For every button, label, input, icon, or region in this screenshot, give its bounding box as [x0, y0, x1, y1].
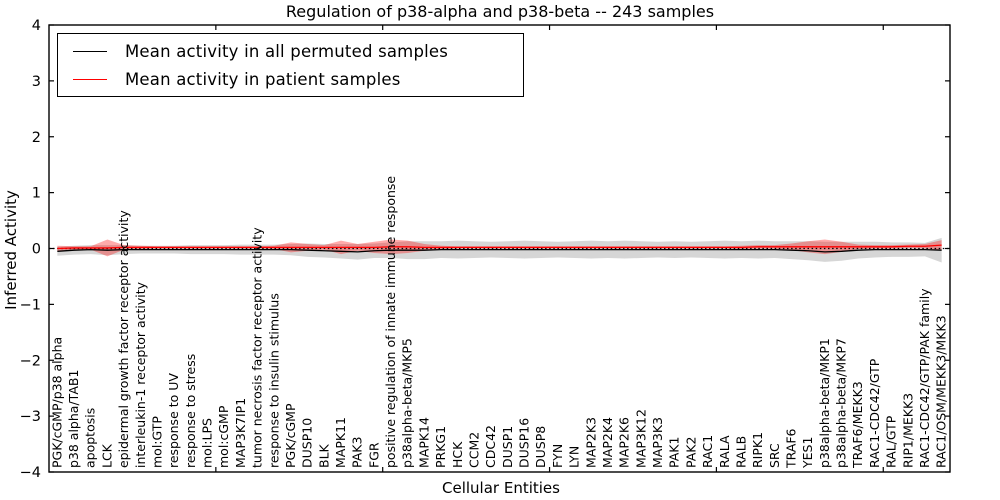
x-tick-label: MAP2K6 — [617, 417, 632, 468]
x-tick-label: interleukin-1 receptor activity — [133, 281, 148, 468]
x-tick-label: mol:cGMP — [216, 405, 231, 468]
x-tick-label: MAP2K3 — [583, 417, 598, 468]
y-tick-label: −1 — [20, 297, 41, 313]
x-tick-label: PAK3 — [350, 437, 365, 468]
permuted-line-swatch — [73, 50, 107, 52]
x-tick-label: mol:GTP — [149, 416, 164, 468]
y-tick-label: 4 — [32, 18, 41, 34]
x-tick-label: p38alpha-beta/MKP1 — [817, 338, 832, 468]
x-tick-label: FGR — [366, 442, 381, 468]
x-tick-label: response to stress — [183, 354, 198, 468]
x-tick-label: MAP3K7IP1 — [233, 398, 248, 468]
x-tick-label: TRAF6/MEKK3 — [850, 381, 865, 469]
x-tick-label: RAC1-CDC42/GTP/PAK family — [917, 288, 932, 468]
x-tick-label: PAK1 — [667, 437, 682, 468]
y-tick-label: −2 — [20, 353, 41, 369]
x-tick-label: HCK — [450, 441, 465, 468]
y-tick-label: 3 — [32, 74, 41, 90]
x-tick-label: p38alpha-beta/MKP7 — [834, 338, 849, 468]
x-tick-label: RAC1 — [700, 435, 715, 468]
permuted-mean-line — [57, 248, 942, 253]
x-tick-label: RALA — [717, 435, 732, 468]
x-tick-label: PRKG1 — [433, 426, 448, 468]
x-tick-label: RAC1-CDC42/GTP — [867, 358, 882, 468]
x-tick-label: tumor necrosis factor receptor activity — [250, 227, 265, 468]
x-tick-label: BLK — [316, 443, 331, 468]
x-tick-label: positive regulation of innate immune res… — [383, 176, 398, 468]
x-tick-label: FYN — [550, 444, 565, 468]
x-tick-label: MAP2K4 — [600, 417, 615, 468]
x-tick-label: DUSP8 — [533, 426, 548, 468]
x-tick-label: MAPK14 — [416, 417, 431, 468]
y-tick-label: −4 — [20, 465, 41, 481]
legend: Mean activity in all permuted samples Me… — [57, 33, 524, 97]
x-tick-label: PGK/cGMP/p38 alpha — [49, 337, 64, 468]
y-tick-label: 2 — [32, 130, 41, 146]
x-tick-label: CCM2 — [466, 432, 481, 468]
x-tick-label: LCK — [99, 443, 114, 468]
y-tick-label: 0 — [32, 242, 41, 258]
legend-entry-permuted: Mean activity in all permuted samples — [58, 38, 523, 64]
chart-title: Regulation of p38-alpha and p38-beta -- … — [285, 2, 715, 21]
x-tick-label: apoptosis — [83, 408, 98, 468]
x-tick-label: RIP1/MEKK3 — [900, 393, 915, 468]
x-tick-label: response to insulin stimulus — [266, 293, 281, 468]
x-tick-label: DUSP16 — [517, 418, 532, 468]
x-tick-label: SRC — [767, 443, 782, 468]
x-axis-title: Cellular Entities — [442, 479, 560, 497]
x-tick-label: CDC42 — [483, 425, 498, 468]
x-tick-label: RAL/GTP — [884, 415, 899, 468]
x-tick-label: MAPK11 — [333, 417, 348, 468]
patient-line-swatch — [73, 78, 107, 80]
x-tick-label: MAP3K12 — [633, 409, 648, 468]
x-tick-label: p38 alpha/TAB1 — [66, 370, 81, 468]
x-tick-label: epidermal growth factor receptor activit… — [116, 210, 131, 468]
x-tick-label: LYN — [567, 446, 582, 468]
x-tick-label: response to UV — [166, 373, 181, 468]
legend-entry-patient: Mean activity in patient samples — [58, 66, 523, 92]
y-tick-label: −3 — [20, 409, 41, 425]
x-tick-label: PAK2 — [683, 437, 698, 468]
patient-mean-line — [57, 244, 942, 250]
legend-label-permuted: Mean activity in all permuted samples — [125, 41, 449, 61]
x-tick-label: TRAF6 — [783, 428, 798, 469]
x-tick-label: RAC1/OSM/MEKK3/MKK3 — [934, 315, 949, 468]
x-tick-label: RIPK1 — [750, 432, 765, 468]
x-tick-label: mol:LPS — [200, 418, 215, 468]
x-tick-label: DUSP10 — [300, 418, 315, 468]
x-tick-label: RALB — [733, 436, 748, 468]
x-tick-label: YES1 — [800, 437, 815, 469]
x-tick-label: PGK/cGMP — [283, 403, 298, 468]
y-axis-title: Inferred Activity — [2, 190, 20, 310]
x-tick-label: MAP3K3 — [650, 417, 665, 468]
x-tick-label: DUSP1 — [500, 426, 515, 468]
y-tick-label: 1 — [32, 186, 41, 202]
legend-label-patient: Mean activity in patient samples — [125, 69, 401, 89]
x-tick-label: p38alpha-beta/MKP5 — [400, 338, 415, 468]
